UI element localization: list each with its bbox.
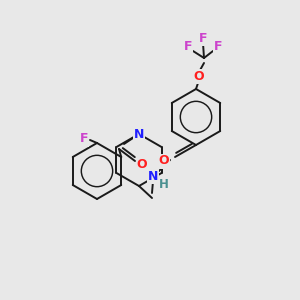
Text: F: F (199, 32, 207, 44)
Text: F: F (184, 40, 192, 53)
Text: N: N (134, 128, 144, 140)
Text: F: F (80, 133, 88, 146)
Text: F: F (214, 40, 222, 53)
Text: N: N (148, 169, 158, 182)
Text: O: O (159, 154, 169, 167)
Text: H: H (159, 178, 169, 190)
Text: O: O (194, 70, 204, 83)
Text: O: O (137, 158, 147, 170)
